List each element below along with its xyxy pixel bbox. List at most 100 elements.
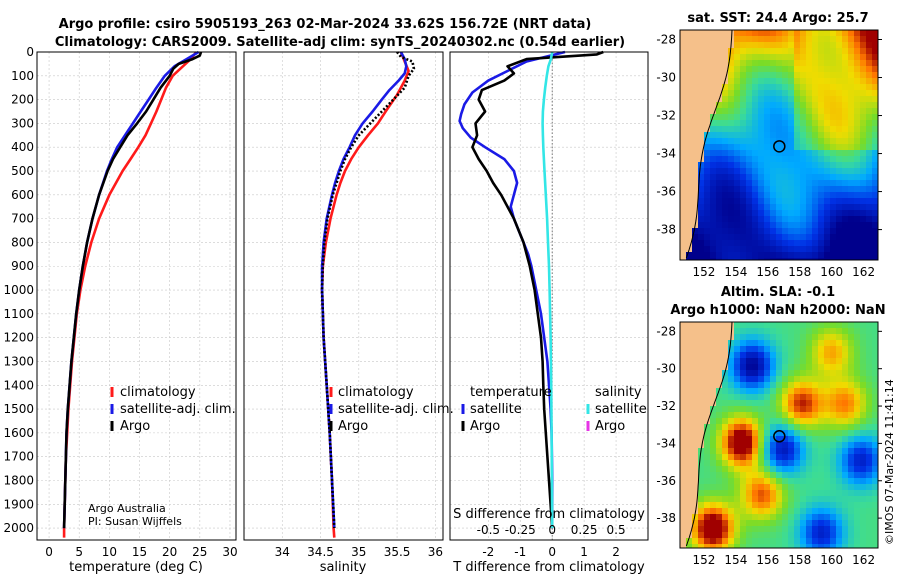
land-cell <box>680 156 686 162</box>
field-cell <box>800 102 806 108</box>
field-cell <box>704 532 710 538</box>
field-cell <box>848 90 854 96</box>
field-cell <box>854 174 860 180</box>
field-cell <box>698 204 704 210</box>
field-cell <box>704 198 710 204</box>
land-cell <box>680 490 686 496</box>
field-cell <box>806 108 812 114</box>
field-cell <box>758 210 764 216</box>
field-cell <box>734 538 740 544</box>
field-cell <box>740 442 746 448</box>
field-cell <box>734 376 740 382</box>
field-cell <box>854 246 860 252</box>
field-cell <box>788 102 794 108</box>
field-cell <box>794 484 800 490</box>
x-tick-label: 20 <box>162 545 177 559</box>
land-cell <box>704 36 710 42</box>
field-cell <box>854 180 860 186</box>
field-cell <box>836 388 842 394</box>
field-cell <box>770 162 776 168</box>
field-cell <box>842 126 848 132</box>
field-cell <box>854 442 860 448</box>
field-cell <box>854 240 860 246</box>
land-cell <box>680 508 686 514</box>
field-cell <box>830 370 836 376</box>
field-cell <box>704 162 710 168</box>
field-cell <box>854 96 860 102</box>
field-cell <box>788 66 794 72</box>
field-cell <box>848 84 854 90</box>
field-cell <box>740 120 746 126</box>
land-cell <box>680 514 686 520</box>
field-cell <box>818 54 824 60</box>
field-cell <box>848 222 854 228</box>
field-cell <box>836 156 842 162</box>
field-cell <box>830 496 836 502</box>
field-cell <box>800 496 806 502</box>
field-cell <box>866 252 872 258</box>
lat-tick-label: -36 <box>656 474 676 488</box>
field-cell <box>710 204 716 210</box>
field-cell <box>782 430 788 436</box>
field-cell <box>776 36 782 42</box>
field-cell <box>698 520 704 526</box>
field-cell <box>794 520 800 526</box>
land-cell <box>716 42 722 48</box>
field-cell <box>842 168 848 174</box>
field-cell <box>794 388 800 394</box>
field-cell <box>824 144 830 150</box>
field-cell <box>728 472 734 478</box>
field-cell <box>770 198 776 204</box>
land-cell <box>692 334 698 340</box>
land-cell <box>710 72 716 78</box>
salinity-diff-tick-label: 0 <box>548 523 556 537</box>
land-cell <box>686 478 692 484</box>
field-cell <box>854 36 860 42</box>
field-cell <box>842 394 848 400</box>
field-cell <box>740 228 746 234</box>
field-cell <box>830 514 836 520</box>
field-cell <box>872 388 878 394</box>
field-cell <box>782 36 788 42</box>
field-cell <box>854 412 860 418</box>
field-cell <box>788 180 794 186</box>
field-cell <box>758 60 764 66</box>
field-cell <box>704 466 710 472</box>
field-cell <box>698 216 704 222</box>
field-cell <box>764 252 770 258</box>
field-cell <box>764 406 770 412</box>
field-cell <box>800 364 806 370</box>
field-cell <box>824 382 830 388</box>
land-cell <box>698 436 704 442</box>
field-cell <box>866 322 872 328</box>
land-cell <box>680 400 686 406</box>
field-cell <box>836 168 842 174</box>
field-cell <box>734 66 740 72</box>
field-cell <box>830 340 836 346</box>
field-cell <box>764 346 770 352</box>
field-cell <box>818 84 824 90</box>
field-cell <box>728 520 734 526</box>
field-cell <box>866 48 872 54</box>
field-cell <box>710 198 716 204</box>
field-cell <box>818 334 824 340</box>
field-cell <box>836 364 842 370</box>
field-cell <box>830 198 836 204</box>
field-cell <box>728 228 734 234</box>
land-cell <box>698 376 704 382</box>
field-cell <box>770 42 776 48</box>
field-cell <box>782 370 788 376</box>
field-cell <box>866 382 872 388</box>
field-cell <box>752 180 758 186</box>
field-cell <box>848 406 854 412</box>
field-cell <box>704 448 710 454</box>
field-cell <box>770 36 776 42</box>
field-cell <box>728 138 734 144</box>
field-cell <box>800 340 806 346</box>
field-cell <box>872 174 878 180</box>
field-cell <box>794 406 800 412</box>
field-cell <box>782 252 788 258</box>
field-cell <box>734 388 740 394</box>
field-cell <box>740 66 746 72</box>
field-cell <box>722 502 728 508</box>
